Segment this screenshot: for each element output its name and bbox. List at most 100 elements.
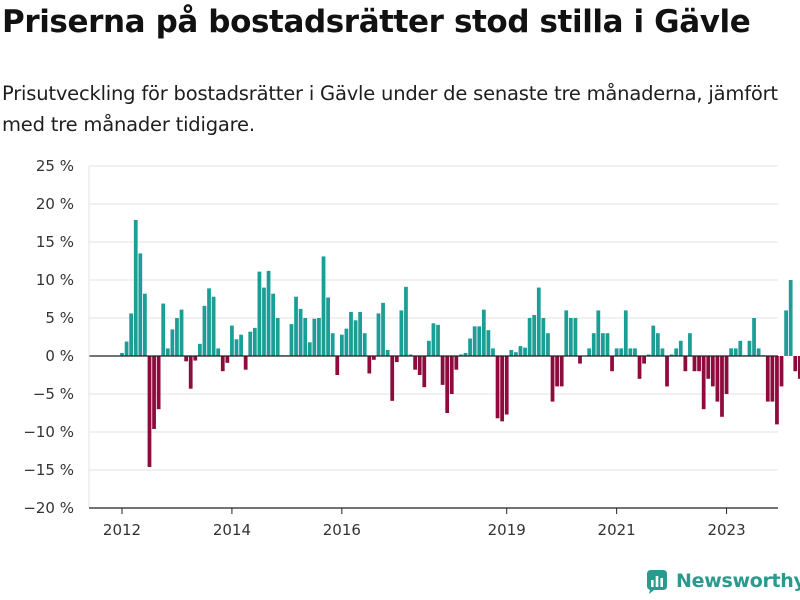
bar [500, 356, 505, 422]
bar [207, 288, 211, 356]
bar [752, 318, 756, 356]
bar [463, 352, 468, 356]
bar [440, 356, 445, 385]
bar [399, 310, 404, 356]
bar [514, 352, 518, 356]
bar [339, 334, 344, 356]
bar [655, 333, 660, 356]
bar [385, 349, 390, 356]
bar [436, 324, 440, 356]
bar [408, 354, 413, 356]
bar [445, 356, 450, 413]
bar [138, 253, 143, 356]
bar [660, 348, 665, 356]
bar [720, 356, 724, 417]
bar [202, 305, 207, 356]
bar [307, 342, 312, 356]
bar [756, 348, 761, 356]
bar [518, 346, 523, 356]
bar [765, 356, 770, 402]
gridlines [89, 165, 778, 509]
bar [674, 348, 679, 356]
bar [504, 356, 509, 415]
bar [788, 280, 793, 356]
bar [651, 325, 656, 356]
bar [330, 333, 335, 356]
bar [715, 356, 720, 402]
bar [289, 324, 294, 356]
bar [775, 356, 779, 425]
bar [353, 320, 358, 356]
bar [124, 341, 129, 356]
bar [243, 356, 248, 370]
bar [646, 354, 651, 356]
bar [271, 293, 276, 356]
bar [257, 271, 262, 356]
bar [262, 287, 266, 356]
bar [426, 340, 431, 356]
bar [211, 296, 216, 356]
bar [683, 356, 688, 372]
bar [321, 256, 326, 356]
bar [417, 356, 422, 375]
bar [633, 348, 637, 356]
bar [188, 356, 193, 389]
y-tick-label: 15 % [36, 233, 74, 251]
chart-subtitle: Prisutveckling för bostadsrätter i Gävle… [2, 82, 778, 136]
bar [179, 309, 184, 356]
bar [335, 356, 340, 375]
bar-chart-logo-icon [647, 570, 667, 594]
bar [133, 219, 138, 356]
bar [252, 327, 257, 356]
bar [546, 333, 550, 356]
bar [797, 356, 800, 379]
bar [147, 356, 152, 467]
bar [390, 356, 395, 401]
bar [303, 318, 308, 356]
bar [404, 286, 408, 356]
bar [220, 356, 225, 372]
y-tick-label: −5 % [33, 385, 74, 403]
bar [193, 356, 198, 361]
chart-title: Priserna på bostadsrätter stod stilla i … [2, 4, 751, 40]
bar [536, 287, 541, 356]
bar [495, 356, 500, 419]
bar [591, 333, 596, 356]
bar [559, 356, 564, 387]
bar [165, 348, 170, 356]
bar [793, 356, 798, 372]
bar [394, 356, 399, 363]
bar [266, 270, 271, 356]
y-tick-label: −20 % [23, 499, 74, 517]
bar [610, 356, 614, 372]
bar [362, 333, 367, 356]
bar [170, 329, 175, 356]
bar [449, 356, 454, 394]
bar [527, 318, 532, 356]
bar [225, 356, 230, 363]
bar [665, 356, 669, 387]
axes [88, 166, 778, 514]
bar [312, 318, 317, 356]
bar [294, 296, 298, 356]
bar [129, 313, 134, 356]
x-tick-label: 2023 [707, 521, 745, 539]
bar [784, 310, 788, 356]
bar [143, 293, 147, 356]
bar [770, 356, 775, 402]
bars [120, 219, 800, 467]
bar [358, 311, 363, 356]
bar [568, 318, 573, 356]
bar [710, 356, 715, 387]
bar [747, 340, 752, 356]
bar [481, 309, 486, 356]
x-tick-label: 2016 [323, 521, 361, 539]
brand-name: Newsworthy [676, 570, 800, 592]
bar [729, 348, 734, 356]
bar [573, 318, 578, 356]
tick-labels: 25 % 20 % 15 % 10 % 5 % 0 % −5 % −10 % −15 % −20 … [23, 157, 745, 539]
y-tick-label: 5 % [45, 309, 74, 327]
y-tick-label: −10 % [23, 423, 74, 441]
bar [175, 318, 179, 356]
bar [614, 348, 619, 356]
